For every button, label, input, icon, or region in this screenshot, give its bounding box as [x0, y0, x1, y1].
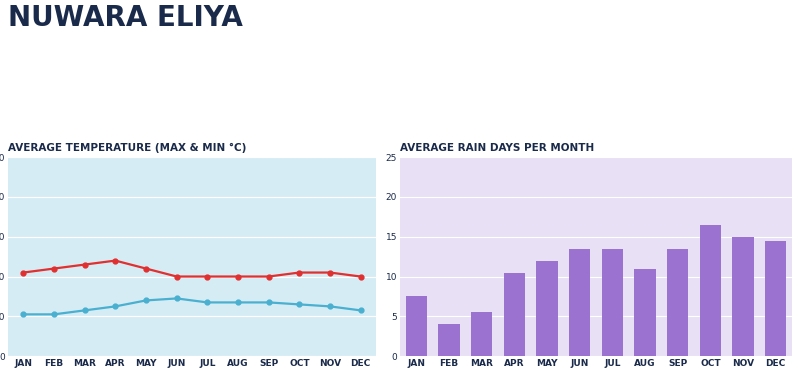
Bar [569, 249, 590, 356]
Bar [700, 225, 721, 356]
Bar [504, 273, 525, 356]
Bar [667, 249, 688, 356]
Bar [765, 241, 786, 356]
Bar [732, 237, 754, 356]
Bar [471, 313, 492, 356]
Bar [406, 296, 427, 356]
Text: AVERAGE TEMPERATURE (MAX & MIN °C): AVERAGE TEMPERATURE (MAX & MIN °C) [8, 143, 246, 153]
Bar [438, 324, 460, 356]
Bar [634, 268, 656, 356]
Text: NUWARA ELIYA: NUWARA ELIYA [8, 4, 243, 32]
Text: AVERAGE RAIN DAYS PER MONTH: AVERAGE RAIN DAYS PER MONTH [400, 143, 594, 153]
Bar [602, 249, 623, 356]
Bar [536, 260, 558, 356]
